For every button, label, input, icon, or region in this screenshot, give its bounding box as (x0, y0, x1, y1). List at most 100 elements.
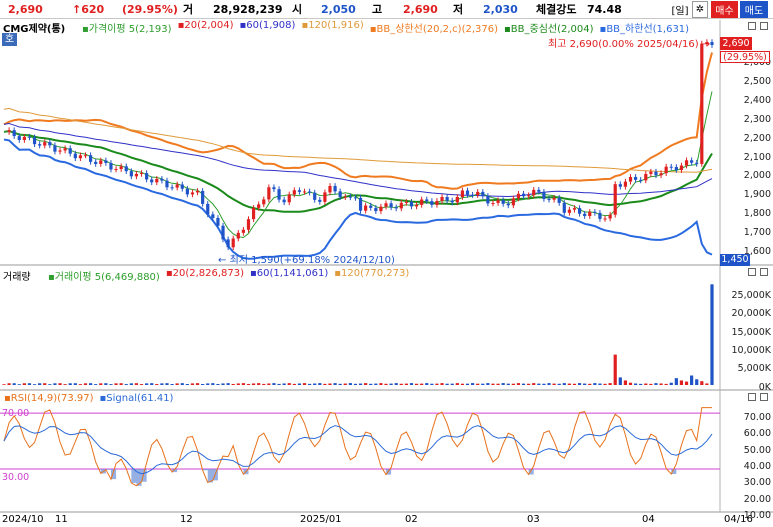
candle-body (369, 205, 373, 208)
candle-body (552, 197, 556, 200)
settings-button[interactable]: ✲ (692, 1, 708, 18)
buy-button[interactable]: 매수 (711, 1, 738, 18)
candle-body (486, 195, 490, 204)
sell-button[interactable]: 매도 (740, 1, 768, 18)
rsi-legend-item: ▪Signal(61.41) (99, 393, 174, 404)
volume-bar (38, 383, 42, 385)
candle-body (572, 208, 577, 210)
volume-bar (644, 383, 648, 385)
candle-body (598, 212, 602, 219)
candle-body (277, 189, 281, 200)
candle-body (654, 171, 658, 176)
volume-bar (557, 383, 561, 385)
volume-bar (63, 384, 67, 385)
axis-tick-label: 30.00 (743, 477, 771, 489)
candle-body (491, 202, 495, 204)
candle-body (348, 196, 352, 198)
volume-bar (445, 383, 449, 385)
candle-body (83, 155, 88, 157)
candle-body (593, 211, 597, 213)
hoga-button[interactable]: 호 (2, 33, 17, 46)
volume-bar (379, 383, 383, 385)
time-tick-label: 12 (180, 514, 193, 525)
volume-legend: 거래량 (3, 268, 31, 283)
volume-bar (124, 384, 128, 385)
candle-body (639, 179, 643, 181)
volume-bar (496, 383, 500, 385)
volume-bar (542, 383, 546, 385)
candle-body (318, 199, 322, 202)
candle-body (338, 191, 342, 198)
volume-bar (353, 383, 358, 385)
volume-bar (114, 383, 118, 385)
candle-body (236, 232, 240, 239)
candle-body (542, 191, 546, 199)
volume-bar (710, 284, 714, 385)
volume-bar (7, 383, 11, 385)
panel-close-icon[interactable] (760, 268, 768, 276)
volume-bar (201, 383, 205, 385)
volume-legend-item: ▪거래이평 5(6,469,880) (48, 272, 160, 283)
price-legend-item: ▪가격이평 5(2,193) (82, 24, 172, 35)
high-value: 2,690 (403, 2, 438, 16)
volume-bar (404, 383, 408, 385)
time-tick-label: 03 (527, 514, 540, 525)
volume-bar (476, 383, 480, 385)
open-value: 2,050 (321, 2, 356, 16)
quote-bar: 2,690 ↑620 (29.95%) 거 28,928,239 시 2,050… (0, 0, 773, 19)
volume-bar (460, 383, 465, 385)
candle-body (379, 206, 383, 212)
axis-tick-label: 60.00 (743, 428, 771, 440)
panel-maximize-icon[interactable] (748, 393, 756, 401)
volume-bar (78, 384, 83, 385)
candle-body (690, 160, 694, 163)
candle-body (226, 239, 230, 248)
panel-maximize-icon[interactable] (748, 268, 756, 276)
axis-tick-label: 2,500 (743, 75, 771, 87)
candle-body (465, 190, 470, 195)
candle-body (389, 203, 393, 208)
panel-close-icon[interactable] (760, 393, 768, 401)
volume-bar (481, 383, 485, 385)
panel-maximize-icon[interactable] (748, 22, 756, 30)
volume-bar (262, 383, 266, 385)
axis-tick-label: 10,000K (731, 344, 771, 356)
candle-body (134, 173, 139, 177)
volume-bar (104, 383, 108, 385)
volume-bar (425, 383, 429, 385)
candle-body (537, 189, 541, 192)
volume-bar (267, 383, 271, 385)
candle-body (313, 192, 317, 200)
axis-tick-label: 25,000K (731, 290, 771, 301)
high-label: 고 (372, 3, 383, 16)
volume-bar (532, 383, 536, 385)
candle-body (206, 203, 210, 215)
period-daily-button[interactable]: [일] (671, 6, 689, 17)
volume-bar (231, 383, 235, 385)
candle-body (109, 162, 113, 170)
candle-body (272, 187, 276, 190)
candle-body (420, 199, 424, 205)
volume-bar (155, 384, 159, 385)
volume-bar (22, 383, 26, 385)
price-legend-item: ▪BB_상한선(20,2,c)(2,376) (369, 24, 499, 35)
axis-tick-label: 1,600 (743, 246, 771, 257)
volume-bar (588, 383, 592, 385)
candle-body (603, 218, 607, 220)
candle-body (165, 180, 169, 188)
candle-body (262, 199, 266, 205)
volume-bar (308, 383, 312, 385)
volume-bar (282, 383, 286, 385)
price-legend-item: ▪60(1,908) (239, 20, 296, 31)
volume-bar (623, 380, 628, 385)
candle-body (129, 171, 133, 177)
volume-bar (633, 383, 638, 385)
open-label: 시 (292, 3, 303, 16)
candle-body (557, 197, 561, 203)
candle-body (58, 150, 62, 152)
candle-body (501, 200, 505, 204)
candle-body (287, 194, 291, 203)
panel-close-icon[interactable] (760, 22, 768, 30)
ma120-line (3, 107, 713, 173)
